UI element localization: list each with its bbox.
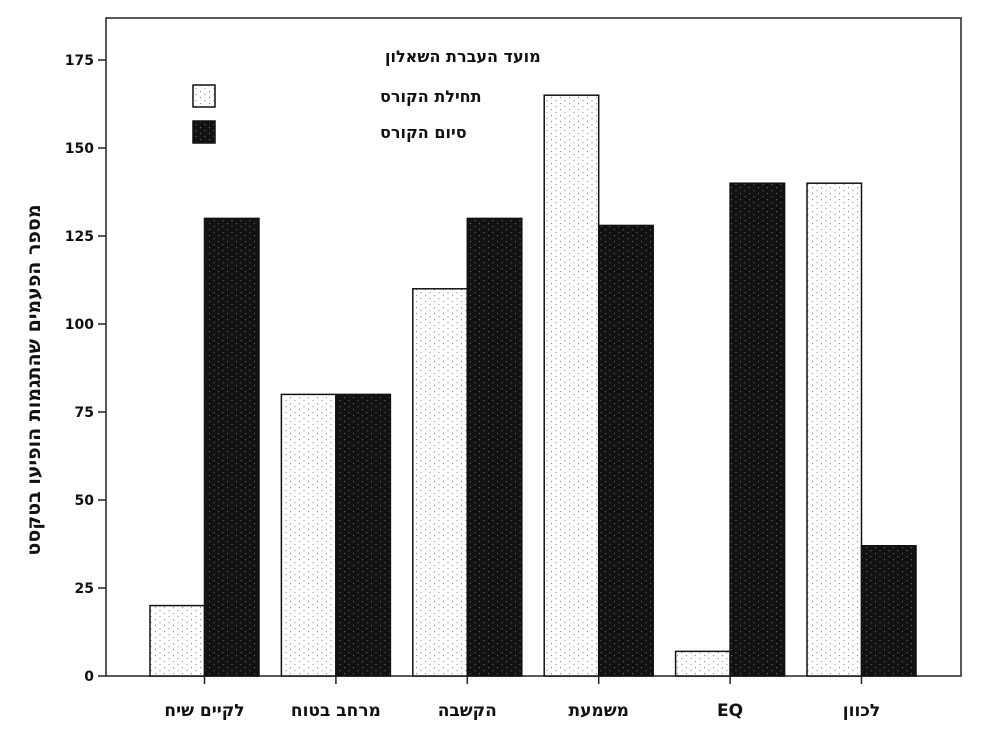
x-tick-label: לכוון (843, 701, 880, 721)
x-tick-label: הקשבה (438, 701, 497, 721)
bar-start (412, 288, 469, 677)
legend-label: סיום הקורס (380, 123, 467, 142)
y-tick-label: 75 (75, 405, 94, 421)
bar-end (466, 217, 523, 677)
bars (149, 94, 917, 677)
legend-swatch (192, 84, 216, 108)
x-tick-label: EQ (717, 701, 743, 721)
bar-start (280, 393, 337, 677)
bar-start (806, 182, 863, 677)
bar-end (860, 545, 917, 677)
y-axis-title: מספר הפעמים שהתגמות הופיעו בטקסט (23, 204, 45, 555)
y-tick-label: 100 (65, 317, 94, 333)
bar-end (335, 393, 392, 677)
legend: מועד העברת השאלון תחילת הקורס סיום הקורס (192, 47, 541, 144)
bar-start (543, 94, 600, 677)
x-tick-label: משמעת (568, 701, 628, 721)
legend-title: מועד העברת השאלון (385, 47, 541, 66)
bar-start (149, 604, 206, 677)
y-axis: 0 25 50 75 100 125 150 175 (65, 53, 106, 685)
bar-end (597, 224, 654, 677)
y-tick-label: 50 (75, 493, 95, 509)
y-tick-label: 0 (84, 669, 94, 685)
plot-frame (105, 17, 962, 677)
bar-end (203, 217, 260, 677)
legend-swatch (192, 120, 216, 144)
y-tick-label: 125 (65, 229, 94, 245)
x-axis: לקיים שיח מרחב בטוח הקשבה משמעת EQ לכוון (164, 676, 880, 721)
y-tick-label: 150 (65, 141, 94, 157)
bar-start (674, 650, 731, 677)
x-tick-label: מרחב בטוח (291, 701, 381, 721)
x-tick-label: לקיים שיח (164, 701, 244, 721)
bar-end (729, 182, 786, 677)
legend-label: תחילת הקורס (380, 87, 482, 106)
y-tick-label: 175 (65, 53, 94, 69)
y-tick-label: 25 (75, 581, 94, 597)
